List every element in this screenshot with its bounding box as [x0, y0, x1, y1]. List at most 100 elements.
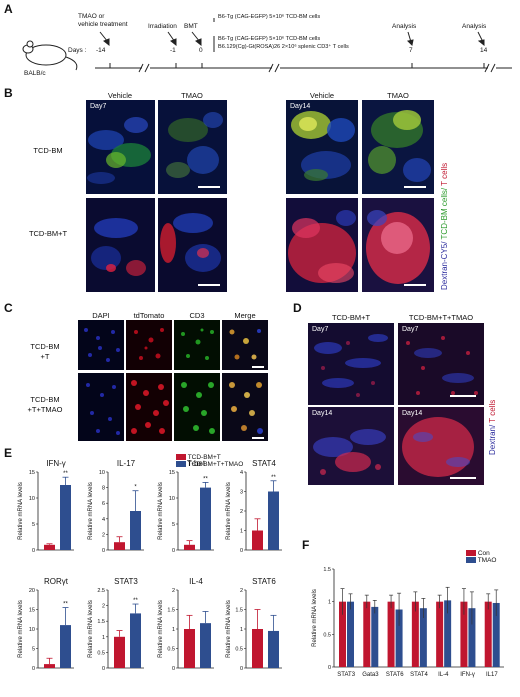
y-tick-label: 15 — [169, 470, 175, 476]
irradiation-label: Irradiation — [148, 23, 177, 30]
bar — [60, 485, 71, 550]
chart-title: IL-17 — [117, 459, 136, 468]
bar — [411, 601, 419, 667]
y-tick-label: 0 — [172, 548, 175, 554]
panel-label-f: F — [302, 538, 310, 552]
row-c-2: TCD-BM +T+TMAO — [27, 395, 63, 414]
y-tick-label: 1 — [102, 635, 105, 641]
micrograph-b-vehicle-tcdbm — [86, 100, 155, 194]
y-axis-label: Relative mRNA levels — [312, 589, 318, 647]
analysis-label-1: Analysis — [392, 23, 417, 30]
bmt-label: BMT — [184, 23, 198, 30]
day-label: Day7 — [402, 326, 419, 333]
x-tick-label: IL17 — [486, 672, 498, 678]
y-tick-label: 0 — [102, 548, 105, 554]
micrograph-d-4 — [398, 407, 484, 485]
col-vehicle-1: Vehicle — [107, 91, 133, 100]
y-tick-label: 0 — [32, 548, 35, 554]
x-tick-label: IL-4 — [438, 672, 449, 678]
bar — [60, 625, 71, 668]
mini-chart: STAT4 0 1 2 3 4 Relative mRNA levels ** — [226, 459, 282, 554]
y-tick-label: 1 — [240, 627, 243, 633]
legend-swatch-blue — [466, 557, 476, 564]
legend-swatch-red — [176, 454, 186, 461]
y-tick-label: 0.5 — [167, 647, 175, 653]
micrograph-c-cd3-2 — [174, 373, 220, 441]
y-tick-label: 1 — [240, 529, 243, 535]
y-tick-label: 2.5 — [97, 588, 105, 594]
y-tick-label: 0 — [328, 665, 331, 671]
y-tick-label: 4 — [102, 517, 105, 523]
y-tick-label: 0 — [32, 666, 35, 672]
col-tmao-2: TMAO — [387, 91, 409, 100]
y-tick-label: 0 — [102, 666, 105, 672]
timeline-diagram — [22, 18, 512, 73]
panel-label-c: C — [4, 301, 13, 315]
bar — [492, 602, 500, 667]
y-tick-label: 20 — [29, 588, 35, 594]
legend-item: TCD-BM+T — [176, 454, 243, 461]
micrograph-c-merge-1 — [222, 320, 268, 370]
y-tick-label: 4 — [240, 470, 243, 476]
mini-chart: IFN-γ 0 5 10 15 Relative mRNA levels ** — [18, 459, 74, 554]
y-tick-label: 1.5 — [167, 608, 175, 614]
significance-mark: ** — [203, 476, 208, 482]
bar — [460, 601, 468, 667]
panel-d-stain-label: Dextran/ T cells — [488, 399, 497, 455]
x-tick-label: STAT3 — [337, 672, 355, 678]
legend-item: Con — [466, 550, 496, 557]
y-tick-label: 2 — [102, 532, 105, 538]
bar — [339, 601, 346, 667]
y-tick-label: 10 — [29, 496, 35, 502]
bar — [419, 608, 427, 667]
day-m14: -14 — [96, 47, 106, 54]
y-tick-label: 0 — [172, 666, 175, 672]
col-vehicle-2: Vehicle — [309, 91, 335, 100]
x-tick-label: STAT4 — [410, 672, 428, 678]
bar — [268, 491, 279, 550]
day-label: Day14 — [402, 410, 423, 417]
day-label: Day7 — [90, 103, 107, 110]
bar — [363, 601, 371, 667]
day-7: 7 — [409, 47, 413, 54]
mini-chart: IL-17 0 2 4 6 8 10 Relative mRNA levels * — [88, 459, 144, 554]
micrograph-c-tdtomato-1 — [126, 320, 172, 370]
legend-f: Con TMAO — [466, 550, 496, 564]
y-tick-label: 2 — [240, 509, 243, 515]
y-axis-label: Relative mRNA levels — [226, 600, 232, 658]
day-0: 0 — [199, 47, 203, 54]
significance-mark: * — [134, 485, 137, 491]
y-tick-label: 10 — [29, 627, 35, 633]
cells-line-1: B6-Tg (CAG-EGFP) 5×10⁶ TCD-BM cells — [218, 14, 321, 20]
bar — [436, 601, 444, 667]
y-tick-label: 5 — [32, 647, 35, 653]
legend-item: TCD-BM+T+TMAO — [176, 461, 243, 468]
y-tick-label: 1.5 — [235, 608, 243, 614]
y-tick-label: 1 — [328, 600, 331, 606]
bar — [371, 606, 379, 667]
day-m1: -1 — [170, 47, 176, 54]
bar — [44, 544, 55, 550]
y-axis-label: Relative mRNA levels — [18, 482, 24, 540]
y-axis-label: Relative mRNA levels — [88, 600, 94, 658]
legend-e: TCD-BM+T TCD-BM+T+TMAO — [176, 454, 243, 468]
y-tick-label: 5 — [32, 522, 35, 528]
y-tick-label: 0 — [240, 548, 243, 554]
y-tick-label: 0.5 — [235, 647, 243, 653]
bar — [44, 664, 55, 668]
day-label: Day14 — [312, 410, 333, 417]
mini-chart: STAT6 0 0.5 1 1.5 2 Relative mRNA levels — [226, 577, 282, 672]
micrograph-b-vehicle-tcdbmt-d14 — [286, 198, 358, 292]
panel-label-a: A — [4, 2, 13, 16]
micrograph-d-1 — [308, 323, 394, 405]
micrograph-b-vehicle-tcdbm-d14 — [286, 100, 358, 194]
chart-title: IL-4 — [189, 577, 203, 586]
y-tick-label: 2 — [240, 588, 243, 594]
bar — [200, 487, 211, 550]
bar — [387, 601, 395, 667]
bar — [468, 608, 476, 667]
treatment-label: TMAO or — [78, 13, 105, 20]
bar — [130, 613, 141, 668]
chart-title: STAT3 — [114, 577, 138, 586]
